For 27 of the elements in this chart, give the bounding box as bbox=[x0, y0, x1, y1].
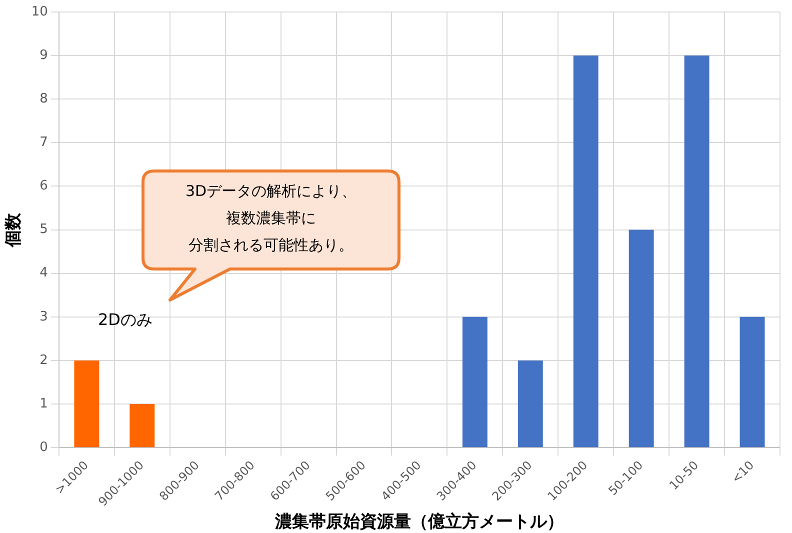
bar bbox=[462, 316, 488, 448]
y-tick-label: 10 bbox=[31, 4, 48, 20]
bar bbox=[518, 360, 543, 448]
bar bbox=[740, 316, 765, 448]
bar bbox=[628, 230, 654, 448]
annotation: 2Dのみ bbox=[98, 310, 152, 331]
y-tick-label: 7 bbox=[40, 135, 48, 150]
annotation: 複数濃集帯に bbox=[225, 208, 317, 229]
x-axis-title: 濃集帯原始資源量（億立方メートル） bbox=[274, 512, 564, 532]
bar bbox=[130, 404, 155, 448]
y-tick-label: 6 bbox=[40, 178, 48, 194]
y-tick-label: 4 bbox=[40, 266, 48, 281]
y-tick-label: 5 bbox=[40, 222, 48, 238]
bar bbox=[573, 56, 598, 448]
y-tick-label: 2 bbox=[40, 352, 48, 368]
annotation: 3Dデータの解析により、 bbox=[184, 181, 358, 202]
y-tick-label: 1 bbox=[40, 396, 48, 412]
y-tick-label: 0 bbox=[40, 440, 48, 455]
speech-bubble: 3Dデータの解析により、 複数濃集帯に 分割される可能性あり。 bbox=[140, 168, 402, 304]
y-axis-title: 個数 bbox=[4, 212, 24, 248]
bar bbox=[74, 360, 100, 448]
y-tick-label: 9 bbox=[40, 48, 48, 63]
annotation: 分割される可能性あり。 bbox=[188, 235, 354, 256]
bar bbox=[684, 56, 710, 448]
y-tick-label: 3 bbox=[40, 309, 48, 324]
y-tick-label: 8 bbox=[40, 91, 48, 106]
x-tick-label: <10 bbox=[728, 458, 757, 486]
